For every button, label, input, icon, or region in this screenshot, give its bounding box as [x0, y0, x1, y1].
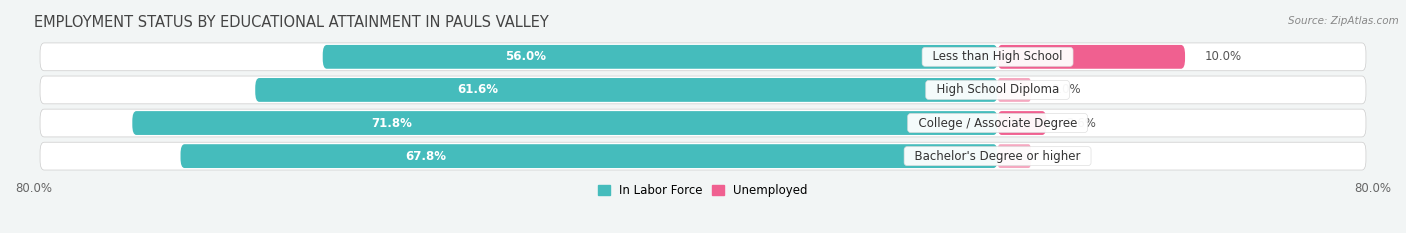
- FancyBboxPatch shape: [39, 76, 1367, 104]
- Text: 0.0%: 0.0%: [1052, 150, 1081, 163]
- Text: High School Diploma: High School Diploma: [929, 83, 1067, 96]
- Text: 71.8%: 71.8%: [371, 116, 412, 130]
- Text: 61.6%: 61.6%: [457, 83, 499, 96]
- FancyBboxPatch shape: [998, 111, 1046, 135]
- Text: 2.6%: 2.6%: [1066, 116, 1097, 130]
- FancyBboxPatch shape: [998, 45, 1185, 69]
- Text: 0.0%: 0.0%: [1052, 83, 1081, 96]
- Text: Less than High School: Less than High School: [925, 50, 1070, 63]
- Legend: In Labor Force, Unemployed: In Labor Force, Unemployed: [598, 184, 808, 197]
- Text: EMPLOYMENT STATUS BY EDUCATIONAL ATTAINMENT IN PAULS VALLEY: EMPLOYMENT STATUS BY EDUCATIONAL ATTAINM…: [34, 15, 548, 30]
- Text: 10.0%: 10.0%: [1205, 50, 1243, 63]
- FancyBboxPatch shape: [998, 144, 1031, 168]
- FancyBboxPatch shape: [132, 111, 998, 135]
- FancyBboxPatch shape: [39, 109, 1367, 137]
- Text: Bachelor's Degree or higher: Bachelor's Degree or higher: [907, 150, 1088, 163]
- Text: 56.0%: 56.0%: [505, 50, 546, 63]
- FancyBboxPatch shape: [39, 142, 1367, 170]
- Text: College / Associate Degree: College / Associate Degree: [911, 116, 1084, 130]
- FancyBboxPatch shape: [180, 144, 998, 168]
- FancyBboxPatch shape: [998, 78, 1031, 102]
- FancyBboxPatch shape: [323, 45, 998, 69]
- Text: 67.8%: 67.8%: [405, 150, 446, 163]
- Text: Source: ZipAtlas.com: Source: ZipAtlas.com: [1288, 16, 1399, 26]
- FancyBboxPatch shape: [256, 78, 998, 102]
- FancyBboxPatch shape: [39, 43, 1367, 71]
